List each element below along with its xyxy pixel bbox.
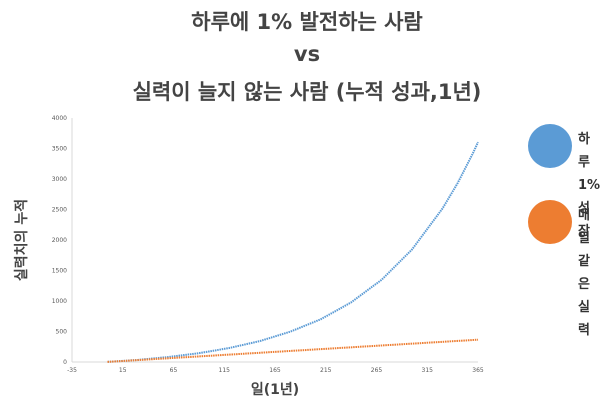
y-tick-label: 2500: [52, 207, 67, 214]
legend-label-growth: 하루 1% 성장: [578, 132, 601, 239]
y-tick-label: 0: [63, 359, 67, 366]
series-line-1: [107, 338, 479, 363]
series-line-0: [107, 141, 479, 363]
chart-title-line-1: 하루에 1% 발전하는 사람: [191, 10, 423, 34]
y-tick-label: 500: [56, 329, 68, 336]
y-tick-label: 1500: [52, 268, 67, 275]
legend-marker-flat: [528, 200, 572, 244]
x-tick-label: 115: [219, 367, 231, 374]
y-tick-label: 1000: [52, 298, 67, 305]
x-axis-title: 일(1년): [251, 382, 299, 398]
x-tick-label: 65: [170, 367, 178, 374]
y-tick-label: 2000: [52, 237, 67, 244]
x-tick-label: 215: [320, 367, 332, 374]
x-tick-label: -35: [67, 367, 77, 374]
legend-marker-growth: [528, 124, 572, 168]
y-tick-label: 4000: [52, 115, 67, 122]
x-tick-label: 165: [269, 367, 281, 374]
x-tick-label: 15: [119, 367, 127, 374]
x-tick-label: 265: [371, 367, 383, 374]
y-tick-label: 3000: [52, 176, 67, 183]
y-tick-label: 3500: [52, 146, 67, 153]
chart-title-line-2: vs: [293, 42, 321, 66]
legend-label-flat: 매일 같은 실력: [578, 208, 590, 338]
x-tick-label: 315: [422, 367, 434, 374]
y-axis-title: 실력치의 누적: [13, 199, 30, 281]
chart-title-line-3: 실력이 늘지 않는 사람 (누적 성과,1년): [132, 80, 482, 104]
x-tick-label: 365: [472, 367, 484, 374]
